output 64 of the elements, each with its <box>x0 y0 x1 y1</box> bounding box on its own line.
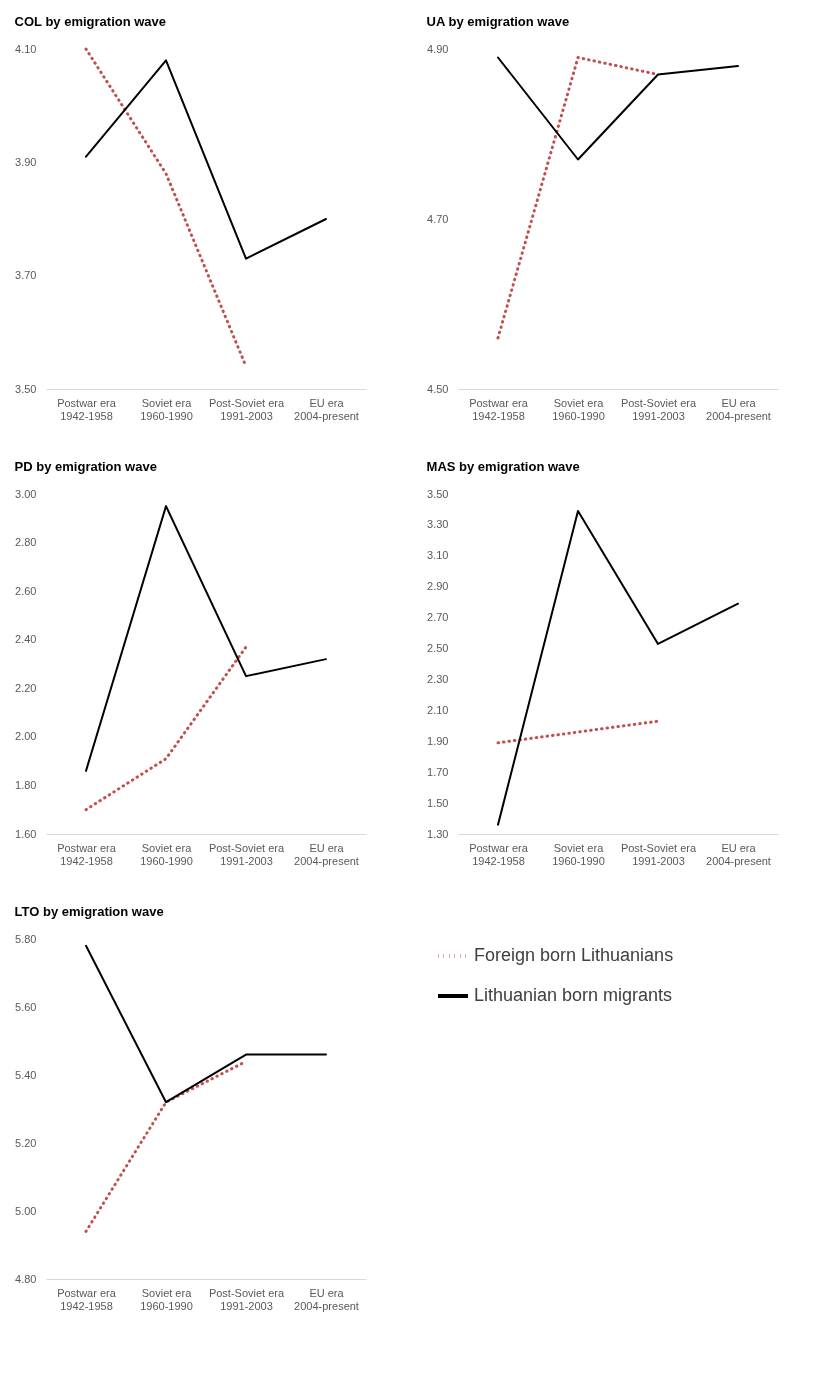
x-tick-label: Soviet era 1960-1990 <box>552 841 605 867</box>
y-tick-label: 4.50 <box>427 382 449 395</box>
y-tick-label: 3.50 <box>15 382 37 395</box>
line-series <box>85 505 327 772</box>
x-tick-label: EU era 2004-present <box>706 396 771 422</box>
y-tick-label: 2.00 <box>15 730 37 743</box>
y-tick-label: 1.30 <box>427 827 449 840</box>
y-tick-label: 3.70 <box>15 269 37 282</box>
line-series <box>85 59 327 260</box>
x-tick-label: Post-Soviet era 1991-2003 <box>208 1286 285 1312</box>
legend-label: Lithuanian born migrants <box>474 985 673 1005</box>
y-tick-label: 2.30 <box>427 672 449 685</box>
y-tick-label: 2.60 <box>15 584 37 597</box>
y-tick-label: 3.10 <box>427 549 449 562</box>
y-tick-label: 1.50 <box>427 796 449 809</box>
y-tick-label: 3.30 <box>427 518 449 531</box>
x-tick-label: Postwar era 1942-1958 <box>57 841 117 867</box>
x-tick-label: Post-Soviet era 1991-2003 <box>208 396 285 422</box>
y-tick-label: 1.90 <box>427 734 449 747</box>
y-tick-label: 5.80 <box>15 932 37 945</box>
x-tick-label: Soviet era 1960-1990 <box>140 396 193 422</box>
x-tick-label: EU era 2004-present <box>706 841 771 867</box>
y-tick-label: 5.40 <box>15 1068 37 1081</box>
chart-title: COL by emigration wave <box>14 14 167 29</box>
y-tick-label: 5.00 <box>15 1204 37 1217</box>
y-tick-label: 5.20 <box>15 1136 37 1149</box>
y-tick-label: 4.80 <box>15 1272 37 1285</box>
chart-title: LTO by emigration wave <box>14 904 164 919</box>
x-tick-label: Post-Soviet era 1991-2003 <box>620 841 697 867</box>
y-tick-label: 3.90 <box>15 155 37 168</box>
line-series <box>497 56 739 161</box>
y-tick-label: 2.80 <box>15 536 37 549</box>
line-series <box>497 510 739 826</box>
y-tick-label: 3.50 <box>427 487 449 500</box>
y-tick-label: 2.20 <box>15 681 37 694</box>
x-tick-label: Postwar era 1942-1958 <box>57 396 117 422</box>
y-tick-label: 2.10 <box>427 703 449 716</box>
y-tick-label: 2.70 <box>427 611 449 624</box>
chart-title: PD by emigration wave <box>14 459 157 474</box>
y-tick-label: 2.90 <box>427 580 449 593</box>
legend-label: Foreign born Lithuanians <box>474 945 674 965</box>
x-tick-label: Soviet era 1960-1990 <box>140 841 193 867</box>
x-tick-label: EU era 2004-present <box>294 841 359 867</box>
y-tick-label: 1.70 <box>427 765 449 778</box>
x-tick-label: Soviet era 1960-1990 <box>140 1286 193 1312</box>
y-tick-label: 1.80 <box>15 778 37 791</box>
y-tick-label: 4.90 <box>427 42 449 55</box>
x-tick-label: EU era 2004-present <box>294 396 359 422</box>
y-tick-label: 3.00 <box>15 487 37 500</box>
chart-title: MAS by emigration wave <box>426 459 580 474</box>
x-tick-label: Post-Soviet era 1991-2003 <box>620 396 697 422</box>
y-tick-label: 4.70 <box>427 212 449 225</box>
y-tick-label: 2.50 <box>427 642 449 655</box>
x-tick-label: Post-Soviet era 1991-2003 <box>208 841 285 867</box>
y-tick-label: 2.40 <box>15 633 37 646</box>
x-tick-label: Soviet era 1960-1990 <box>552 396 605 422</box>
y-tick-label: 4.10 <box>15 42 37 55</box>
x-tick-label: Postwar era 1942-1958 <box>469 396 529 422</box>
x-tick-label: EU era 2004-present <box>294 1286 359 1312</box>
x-tick-label: Postwar era 1942-1958 <box>57 1286 117 1312</box>
chart-title: UA by emigration wave <box>426 14 570 29</box>
x-tick-label: Postwar era 1942-1958 <box>469 841 529 867</box>
y-tick-label: 1.60 <box>15 827 37 840</box>
y-tick-label: 5.60 <box>15 1000 37 1013</box>
